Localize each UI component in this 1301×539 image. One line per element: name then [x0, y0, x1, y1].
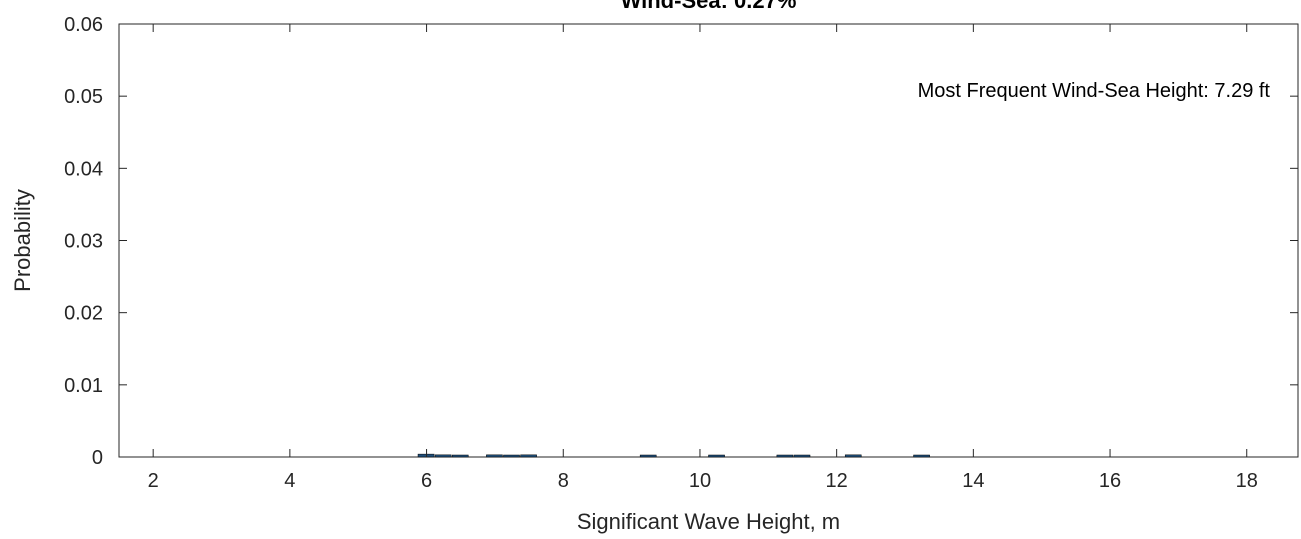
- bar: [486, 454, 503, 458]
- bar: [417, 453, 435, 458]
- bar: [793, 454, 811, 458]
- x-tick-label: 8: [558, 470, 569, 492]
- x-tick-label: 10: [689, 470, 711, 492]
- y-axis-label: Probability: [10, 189, 35, 292]
- x-tick-label: 14: [962, 470, 984, 492]
- x-tick-label: 16: [1099, 470, 1121, 492]
- x-axis: 2 4 6 8 10 12 14 16 18: [148, 24, 1258, 492]
- bar: [434, 454, 452, 458]
- y-tick-label: 0: [92, 447, 103, 469]
- x-axis-label: Significant Wave Height, m: [577, 509, 840, 534]
- y-tick-label: 0.04: [64, 158, 103, 180]
- bar-series: [417, 453, 930, 458]
- bar: [639, 454, 657, 458]
- y-axis: 0 0.01 0.02 0.03 0.04 0.05 0.06: [64, 14, 1298, 469]
- x-tick-label: 18: [1236, 470, 1258, 492]
- y-tick-label: 0.01: [64, 375, 103, 397]
- x-tick-label: 4: [284, 470, 295, 492]
- y-tick-label: 0.05: [64, 86, 103, 108]
- bar: [776, 454, 794, 458]
- chart-title: Wind-Sea: 0.27%: [621, 0, 797, 13]
- bar: [451, 454, 469, 458]
- bar: [503, 454, 520, 458]
- x-tick-label: 12: [826, 470, 848, 492]
- y-tick-label: 0.06: [64, 14, 103, 36]
- y-tick-label: 0.02: [64, 303, 103, 325]
- x-tick-label: 6: [421, 470, 432, 492]
- bar: [913, 454, 930, 458]
- x-tick-label: 2: [148, 470, 159, 492]
- most-frequent-annotation: Most Frequent Wind-Sea Height: 7.29 ft: [918, 80, 1271, 102]
- y-tick-label: 0.03: [64, 231, 103, 253]
- bar: [708, 454, 725, 458]
- bar: [520, 454, 537, 458]
- bar: [844, 454, 862, 458]
